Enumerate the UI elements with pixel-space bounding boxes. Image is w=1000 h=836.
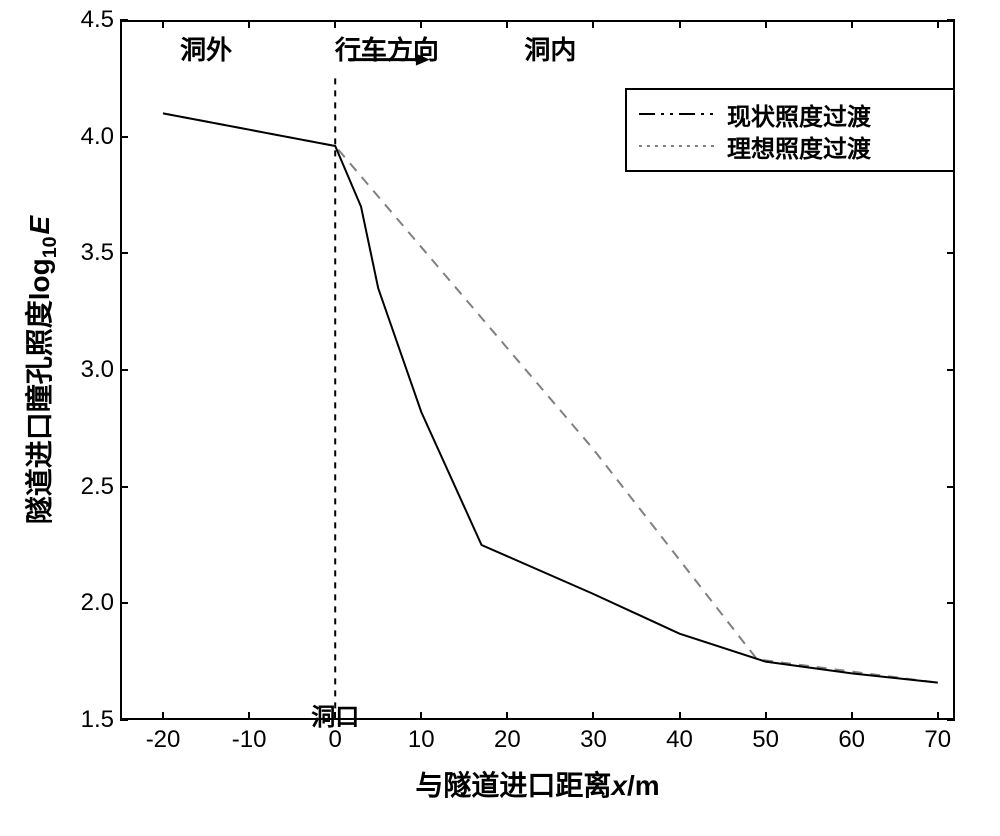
y-axis-title: 隧道进口瞳孔照度log10E xyxy=(18,216,62,525)
x-axis-title: 与隧道进口距离x/m xyxy=(415,764,659,804)
legend-label-current: 现状照度过渡 xyxy=(727,97,871,132)
legend-row-ideal: 理想照度过渡 xyxy=(639,130,941,162)
x-title-var: x xyxy=(611,770,627,801)
series-ideal xyxy=(163,113,938,682)
y-title-logbase: 10 xyxy=(39,236,61,258)
x-title-unit: /m xyxy=(627,770,660,801)
y-title-log: log xyxy=(24,258,55,300)
legend-swatch-ideal xyxy=(639,134,719,158)
y-title-prefix: 隧道进口瞳孔照度 xyxy=(24,300,55,524)
legend-swatch-current xyxy=(639,102,719,126)
x-title-prefix: 与隧道进口距离 xyxy=(415,770,611,801)
legend-row-current: 现状照度过渡 xyxy=(639,98,941,130)
legend-label-ideal: 理想照度过渡 xyxy=(727,129,871,164)
y-title-var: E xyxy=(24,216,55,235)
direction-arrow-head xyxy=(416,54,430,66)
legend: 现状照度过渡 理想照度过渡 xyxy=(625,88,955,172)
